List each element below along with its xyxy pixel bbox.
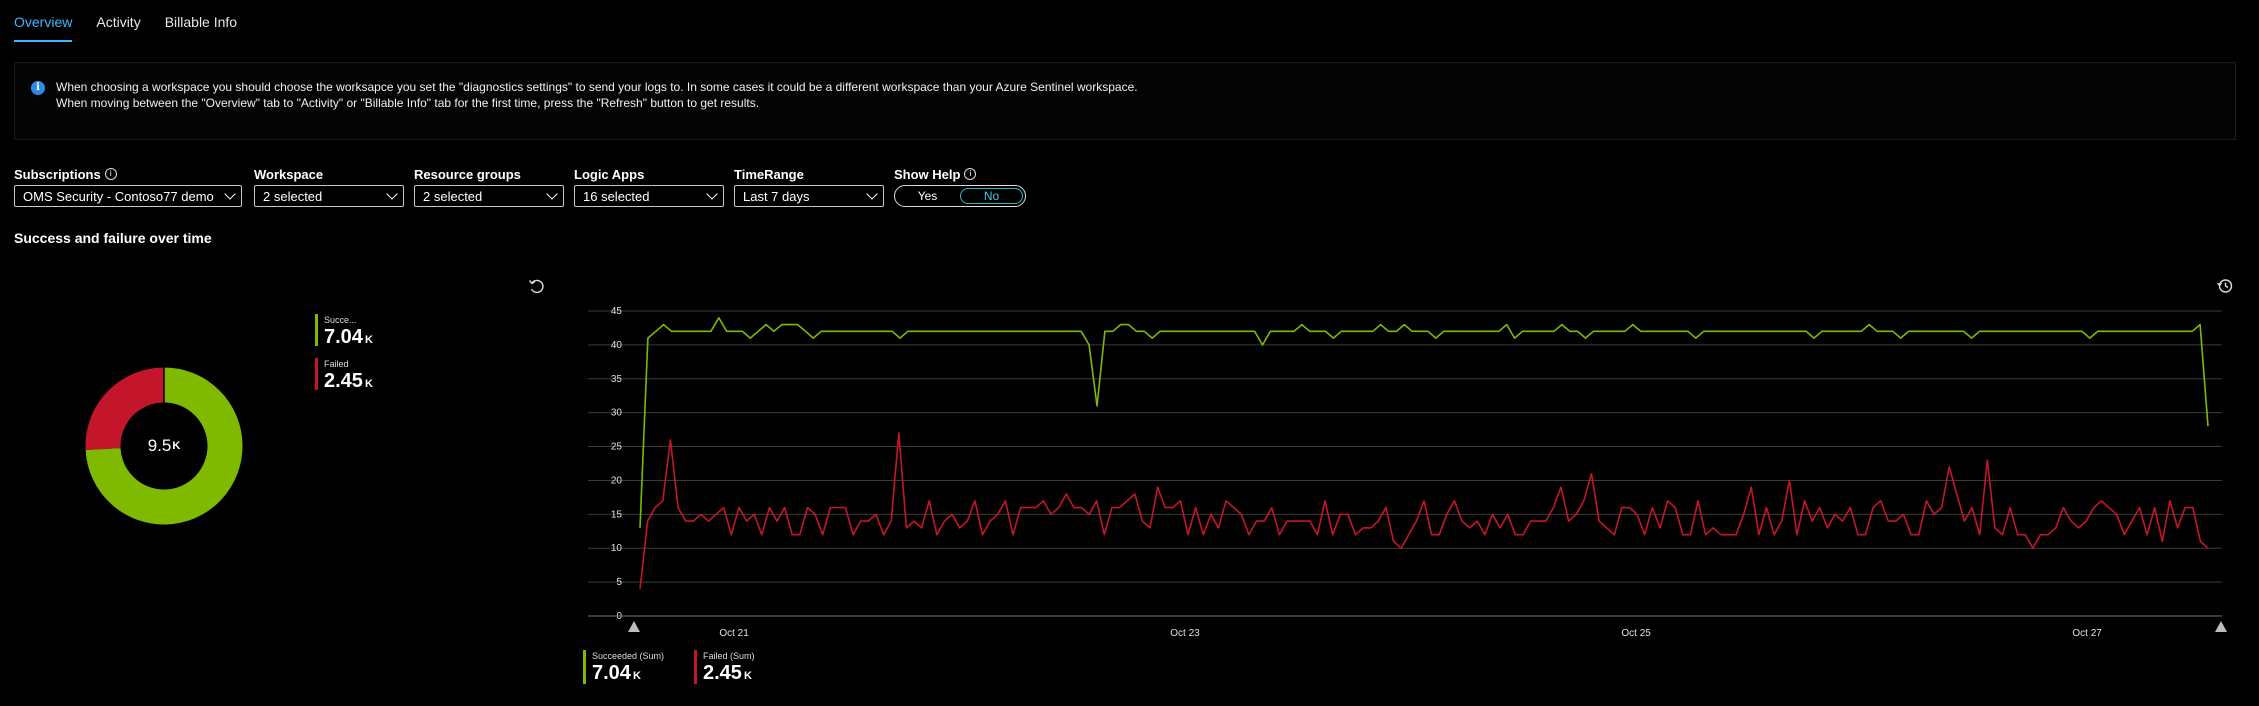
time-range-label: TimeRange	[734, 166, 804, 182]
legend-color-bar	[583, 650, 586, 684]
workspace-label: Workspace	[254, 166, 324, 182]
donut-slice-succeeded	[85, 367, 243, 525]
legend-unit: K	[743, 670, 752, 682]
show-help-label: Show Help	[894, 166, 961, 182]
banner-line-1: When choosing a workspace you should cho…	[56, 80, 1138, 94]
line-legend-failed[interactable]: Failed (Sum) 2.45 K	[694, 650, 755, 684]
show-help-toggle[interactable]: Yes No	[894, 185, 1026, 207]
x-tick-label: Oct 27	[2072, 628, 2102, 639]
y-tick-label: 35	[611, 374, 623, 385]
donut-total-value: 9.5	[147, 436, 172, 455]
legend-unit: K	[364, 334, 373, 346]
resource-groups-value: 2 selected	[423, 188, 483, 204]
legend-color-bar	[694, 650, 697, 684]
legend-name: Failed	[324, 359, 349, 369]
section-title: Success and failure over time	[14, 230, 212, 246]
legend-value: 7.04	[324, 326, 363, 348]
y-tick-label: 30	[611, 408, 623, 419]
legend-color-bar	[315, 314, 318, 346]
line-legend-succeeded[interactable]: Succeeded (Sum) 7.04 K	[583, 650, 664, 684]
resource-groups-dropdown[interactable]: 2 selected	[414, 185, 564, 207]
donut-total-unit: K	[172, 440, 181, 452]
donut-legend-succeeded[interactable]: Succe... 7.04 K	[315, 314, 373, 348]
workspace-filter: Workspace 2 selected	[254, 165, 404, 207]
y-tick-label: 20	[611, 475, 623, 486]
y-tick-label: 25	[611, 442, 623, 453]
show-help-yes[interactable]: Yes	[917, 189, 938, 203]
tab-activity[interactable]: Activity	[96, 14, 141, 30]
logic-apps-filter: Logic Apps 16 selected	[574, 165, 724, 207]
logic-apps-label: Logic Apps	[574, 166, 645, 182]
logic-apps-dropdown[interactable]: 16 selected	[574, 185, 724, 207]
subscriptions-label: Subscriptions	[14, 166, 101, 182]
donut-legend-failed[interactable]: Failed 2.45 K	[315, 358, 373, 392]
range-handle-right	[2215, 621, 2227, 632]
x-tick-label: Oct 21	[719, 628, 749, 639]
legend-value: 2.45	[324, 370, 363, 392]
y-tick-label: 15	[611, 509, 623, 520]
info-icon[interactable]: i	[104, 168, 117, 180]
tab-billable-info[interactable]: Billable Info	[164, 14, 238, 30]
series-line-failed	[639, 432, 2209, 589]
y-tick-label: 45	[611, 306, 623, 317]
time-range-value: Last 7 days	[743, 188, 810, 204]
resource-groups-filter: Resource groups 2 selected	[414, 165, 564, 207]
y-tick-label: 5	[616, 577, 622, 588]
donut-slice-failed	[85, 367, 165, 450]
donut-chart: 9.5 K	[90, 372, 238, 520]
legend-value: 2.45	[703, 662, 742, 684]
info-banner: i When choosing a workspace you should c…	[14, 62, 2236, 140]
subscriptions-filter: Subscriptions i OMS Security - Contoso77 …	[14, 165, 242, 207]
resource-groups-label: Resource groups	[414, 166, 521, 182]
subscriptions-value: OMS Security - Contoso77 demo	[23, 188, 214, 204]
subscriptions-dropdown[interactable]: OMS Security - Contoso77 demo	[14, 185, 242, 207]
y-tick-label: 40	[611, 340, 623, 351]
x-tick-label: Oct 25	[1621, 628, 1651, 639]
undo-icon[interactable]	[527, 277, 545, 295]
info-icon: i	[31, 81, 45, 95]
banner-line-2: When moving between the "Overview" tab t…	[56, 96, 760, 110]
x-tick-label: Oct 23	[1170, 628, 1200, 639]
legend-value: 7.04	[592, 662, 631, 684]
time-range-dropdown[interactable]: Last 7 days	[734, 185, 884, 207]
workspace-dropdown[interactable]: 2 selected	[254, 185, 404, 207]
workspace-value: 2 selected	[263, 188, 323, 204]
info-icon[interactable]: i	[964, 168, 977, 180]
time-range-filter: TimeRange Last 7 days	[734, 165, 884, 207]
tab-bar: Overview Activity Billable Info	[14, 14, 237, 42]
logic-apps-value: 16 selected	[583, 188, 650, 204]
history-icon[interactable]	[2216, 277, 2234, 295]
legend-unit: K	[632, 670, 641, 682]
legend-color-bar	[315, 358, 318, 390]
range-handle-left	[628, 621, 640, 632]
show-help-no[interactable]: No	[960, 188, 1023, 204]
tab-overview[interactable]: Overview	[14, 14, 73, 42]
legend-name: Failed (Sum)	[703, 651, 755, 661]
donut-total: 9.5 K	[90, 372, 238, 520]
series-line-succeeded	[639, 316, 2209, 528]
show-help-filter: Show Help i Yes No	[894, 165, 1026, 207]
y-tick-label: 10	[611, 543, 623, 554]
legend-unit: K	[364, 378, 373, 390]
legend-name: Succe...	[324, 315, 357, 325]
legend-name: Succeeded (Sum)	[592, 651, 665, 661]
